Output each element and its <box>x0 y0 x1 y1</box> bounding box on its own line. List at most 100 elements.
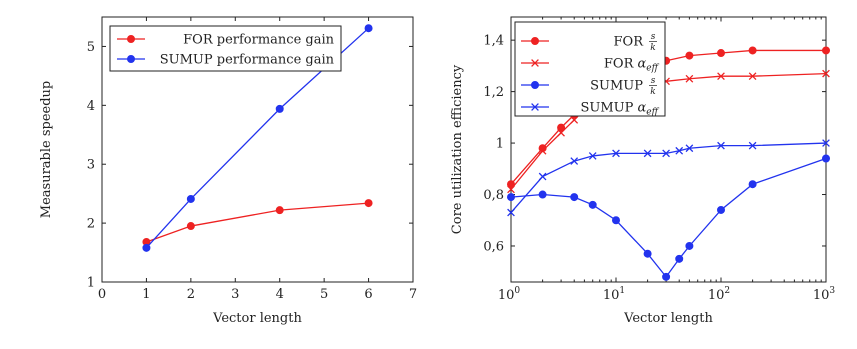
data-point <box>275 104 284 113</box>
y-tick-label: 1,2 <box>483 85 504 100</box>
data-point <box>538 146 547 155</box>
legend-swatch-marker <box>127 35 136 44</box>
data-point <box>662 272 671 281</box>
data-point <box>748 46 757 55</box>
data-point <box>822 154 831 163</box>
x-tick-exponent: 2 <box>724 286 730 296</box>
data-point <box>570 193 579 202</box>
legend-label: FOR αeff <box>604 57 660 74</box>
data-point <box>643 249 652 258</box>
legend-frac-den: k <box>650 87 655 97</box>
x-tick-label: 3 <box>231 287 239 302</box>
data-point <box>507 185 515 194</box>
y-axis-label: Core utilization efficiency <box>450 64 465 234</box>
legend-swatch-marker <box>531 103 539 111</box>
legend-swatch-marker <box>127 55 136 64</box>
data-point <box>275 206 284 215</box>
legend-label-name: FOR <box>604 57 635 72</box>
legend-label: FOR <box>614 35 645 50</box>
y-tick-label: 4 <box>87 99 95 114</box>
data-point <box>822 46 831 55</box>
data-point <box>748 141 757 150</box>
data-point <box>538 144 547 153</box>
data-point <box>570 157 579 165</box>
x-tick-label: 1 <box>142 287 150 302</box>
legend-label: SUMUP <box>590 79 643 94</box>
data-point <box>675 146 684 155</box>
x-tick-label: 103 <box>813 286 836 303</box>
data-point <box>822 139 830 147</box>
x-tick-label: 4 <box>276 287 284 302</box>
data-point <box>507 208 515 217</box>
x-tick-exponent: 3 <box>829 286 835 296</box>
data-point <box>186 222 195 231</box>
x-tick-label: 102 <box>708 286 730 303</box>
legend-swatch-marker <box>531 37 540 46</box>
legend-swatch-marker <box>531 59 539 67</box>
legend-box <box>514 21 666 117</box>
data-point <box>717 141 725 150</box>
data-point <box>685 74 694 83</box>
legend-symbol: α <box>638 101 647 116</box>
data-point <box>538 190 547 199</box>
x-axis-label: Vector length <box>623 311 713 326</box>
plot-frame <box>101 16 414 283</box>
data-point <box>717 205 726 214</box>
data-point <box>717 49 726 58</box>
data-point <box>685 241 694 250</box>
data-point <box>364 24 373 33</box>
legend-symbol: α <box>638 57 647 72</box>
legend-label: SUMUP performance gain <box>160 53 335 68</box>
legend-frac-num: s <box>651 76 656 86</box>
x-tick-exponent: 0 <box>514 286 520 296</box>
data-point <box>612 216 621 225</box>
series-line <box>510 157 827 278</box>
data-point <box>685 144 694 153</box>
legend-subscript: eff <box>646 108 659 118</box>
legend-frac-num: s <box>651 32 656 42</box>
legend-label: FOR performance gain <box>183 33 334 48</box>
legend: FOR performance gain SUMUP performance ga… <box>109 25 342 72</box>
y-tick-label: 1 <box>496 137 504 152</box>
x-tick-label: 6 <box>364 287 372 302</box>
data-point <box>588 152 597 160</box>
series-0 <box>142 199 373 246</box>
legend-label: SUMUP αeff <box>580 101 659 118</box>
x-tick-base: 10 <box>708 288 725 303</box>
data-point <box>612 149 620 158</box>
data-point <box>557 123 566 132</box>
data-point <box>142 243 151 252</box>
legend-subscript: eff <box>646 64 659 74</box>
data-point <box>570 116 579 124</box>
data-point <box>538 172 547 181</box>
series-2 <box>506 154 831 281</box>
data-point <box>662 149 670 158</box>
x-tick-exponent: 1 <box>619 286 625 296</box>
series-line <box>146 202 369 243</box>
legend-frac-den: k <box>650 43 655 53</box>
data-point <box>588 200 597 209</box>
plot-frame <box>510 16 827 283</box>
legend-label-name: SUMUP <box>580 101 633 116</box>
y-tick-label: 1,4 <box>483 34 504 49</box>
data-point <box>557 128 565 137</box>
data-point <box>643 149 652 158</box>
x-tick-base: 10 <box>498 288 515 303</box>
data-point <box>748 180 757 189</box>
series-3 <box>507 139 830 217</box>
data-point <box>364 199 373 208</box>
y-axis-label: Measurable speedup <box>39 81 54 218</box>
x-tick-base: 10 <box>813 288 830 303</box>
y-tick-label: 2 <box>87 217 95 232</box>
data-point <box>506 193 515 202</box>
y-tick-label: 0,6 <box>483 239 504 254</box>
x-tick-base: 10 <box>603 288 620 303</box>
series-line <box>510 142 827 213</box>
data-point <box>717 72 725 81</box>
x-tick-label: 101 <box>603 286 625 303</box>
y-tick-label: 0,8 <box>483 188 504 203</box>
y-tick-label: 3 <box>87 158 95 173</box>
